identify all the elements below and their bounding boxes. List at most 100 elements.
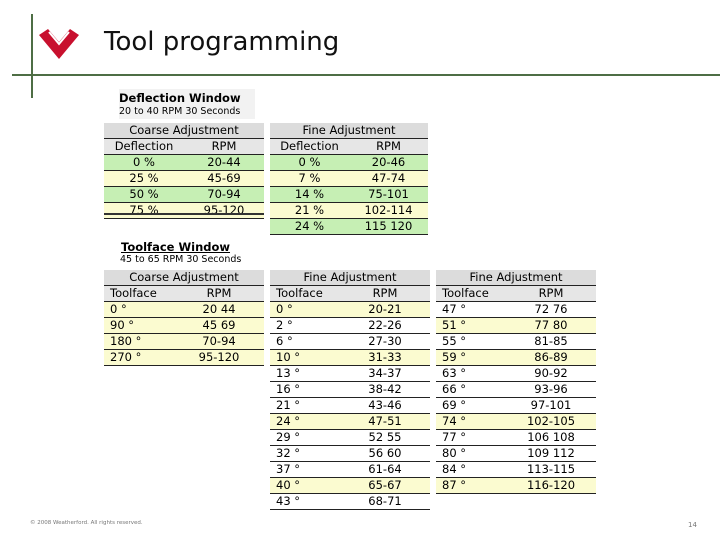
table-cell: 115 120 — [349, 218, 428, 235]
table-cell: 77 80 — [506, 317, 596, 334]
table-cell: 70-94 — [174, 333, 264, 350]
column-header: RPM — [184, 138, 264, 155]
table-cell: 87 ° — [436, 477, 506, 494]
table-cell: 69 ° — [436, 397, 506, 414]
table-row: 21 % 102-114 — [270, 202, 428, 219]
table-row: 0 % 20-46 — [270, 154, 428, 171]
table-cell: 20-46 — [349, 154, 428, 171]
column-header: RPM — [506, 285, 596, 302]
table-row: 24 ° 47-51 — [270, 413, 430, 430]
toolface-coarse-table: Coarse Adjustment Toolface RPM 0 ° 20 44 9… — [104, 270, 264, 366]
table-cell: 56 60 — [340, 445, 430, 462]
table-cell: 61-64 — [340, 461, 430, 478]
table-cell: 66 ° — [436, 381, 506, 398]
table-cell: 43 ° — [270, 493, 340, 510]
table-cell: 45 69 — [174, 317, 264, 334]
table-row: 87 ° 116-120 — [436, 477, 596, 494]
table-cell: 106 108 — [506, 429, 596, 446]
table-cell: 270 ° — [104, 349, 174, 366]
table-cell: 20-44 — [184, 154, 264, 171]
deflection-window-header: Deflection Window 20 to 40 RPM 30 Second… — [119, 89, 255, 119]
table-row: 2 ° 22-26 — [270, 317, 430, 334]
table-row: 47 ° 72 76 — [436, 301, 596, 318]
table-cell: 16 ° — [270, 381, 340, 398]
table-row: 7 % 47-74 — [270, 170, 428, 187]
table-cell: 2 ° — [270, 317, 340, 334]
table-row: 43 ° 68-71 — [270, 493, 430, 510]
table-cell: 59 ° — [436, 349, 506, 366]
table-row: 50 % 70-94 — [104, 186, 264, 203]
table-row: 0 ° 20-21 — [270, 301, 430, 318]
table-row: 32 ° 56 60 — [270, 445, 430, 462]
table-cell: 68-71 — [340, 493, 430, 510]
table-row: 13 ° 34-37 — [270, 365, 430, 382]
table-cell: 65-67 — [340, 477, 430, 494]
toolface-window-subtitle: 45 to 65 RPM 30 Seconds — [120, 254, 242, 265]
table-cell: 77 ° — [436, 429, 506, 446]
column-header: Toolface — [104, 285, 174, 302]
column-header: Toolface — [436, 285, 506, 302]
table-row: 69 ° 97-101 — [436, 397, 596, 414]
table-cell: 0 ° — [104, 301, 174, 318]
table-row: 51 ° 77 80 — [436, 317, 596, 334]
table-cell: 21 ° — [270, 397, 340, 414]
table-row: 10 ° 31-33 — [270, 349, 430, 366]
table-cell: 20-21 — [340, 301, 430, 318]
table-row: 29 ° 52 55 — [270, 429, 430, 446]
table-cell: 74 ° — [436, 413, 506, 430]
table-row: 16 ° 38-42 — [270, 381, 430, 398]
table-cell: 113-115 — [506, 461, 596, 478]
table-cell: 84 ° — [436, 461, 506, 478]
table-cell: 95-120 — [174, 349, 264, 366]
table-cell: 70-94 — [184, 186, 264, 203]
table-cell: 25 % — [104, 170, 184, 187]
table-header: Coarse Adjustment — [104, 123, 264, 139]
table-row: 270 ° 95-120 — [104, 349, 264, 366]
table-cell: 80 ° — [436, 445, 506, 462]
table-cell: 24 ° — [270, 413, 340, 430]
table-cell: 37 ° — [270, 461, 340, 478]
table-row: 25 % 45-69 — [104, 170, 264, 187]
deflection-window-subtitle: 20 to 40 RPM 30 Seconds — [119, 106, 241, 117]
table-cell: 47-51 — [340, 413, 430, 430]
table-header: Fine Adjustment — [436, 270, 596, 286]
table-cell: 31-33 — [340, 349, 430, 366]
column-header: Deflection — [104, 138, 184, 155]
table-cell: 93-96 — [506, 381, 596, 398]
table-cell: 97-101 — [506, 397, 596, 414]
table-cell: 63 ° — [436, 365, 506, 382]
table-cell: 75 % — [104, 202, 184, 219]
table-cell: 38-42 — [340, 381, 430, 398]
table-cell: 7 % — [270, 170, 349, 187]
table-cell: 52 55 — [340, 429, 430, 446]
slide-title: Tool programming — [104, 27, 340, 57]
table-row: 75 % 95-120 — [104, 202, 264, 219]
table-cell: 27-30 — [340, 333, 430, 350]
table-cell: 81-85 — [506, 333, 596, 350]
table-cell: 32 ° — [270, 445, 340, 462]
table-row: 80 ° 109 112 — [436, 445, 596, 462]
toolface-window-title: Toolface Window — [121, 240, 231, 254]
column-header: Toolface — [270, 285, 340, 302]
copyright-footer: © 2008 Weatherford. All rights reserved. — [30, 520, 143, 526]
column-header: RPM — [349, 138, 428, 155]
table-row: 0 ° 20 44 — [104, 301, 264, 318]
table-cell: 86-89 — [506, 349, 596, 366]
table-cell: 90-92 — [506, 365, 596, 382]
table-row: 14 % 75-101 — [270, 186, 428, 203]
table-row: 40 ° 65-67 — [270, 477, 430, 494]
deflection-coarse-table: Coarse Adjustment Deflection RPM 0 % 20-44… — [104, 123, 264, 219]
table-cell: 29 ° — [270, 429, 340, 446]
table-cell: 180 ° — [104, 333, 174, 350]
table-row: 74 ° 102-105 — [436, 413, 596, 430]
table-row: 84 ° 113-115 — [436, 461, 596, 478]
table-cell: 50 % — [104, 186, 184, 203]
table-cell: 72 76 — [506, 301, 596, 318]
table-cell: 21 % — [270, 202, 349, 219]
deflection-window-title: Deflection Window — [119, 91, 241, 105]
table-row: 21 ° 43-46 — [270, 397, 430, 414]
table-row: 55 ° 81-85 — [436, 333, 596, 350]
table-cell: 13 ° — [270, 365, 340, 382]
table-row: 37 ° 61-64 — [270, 461, 430, 478]
table-row: 6 ° 27-30 — [270, 333, 430, 350]
